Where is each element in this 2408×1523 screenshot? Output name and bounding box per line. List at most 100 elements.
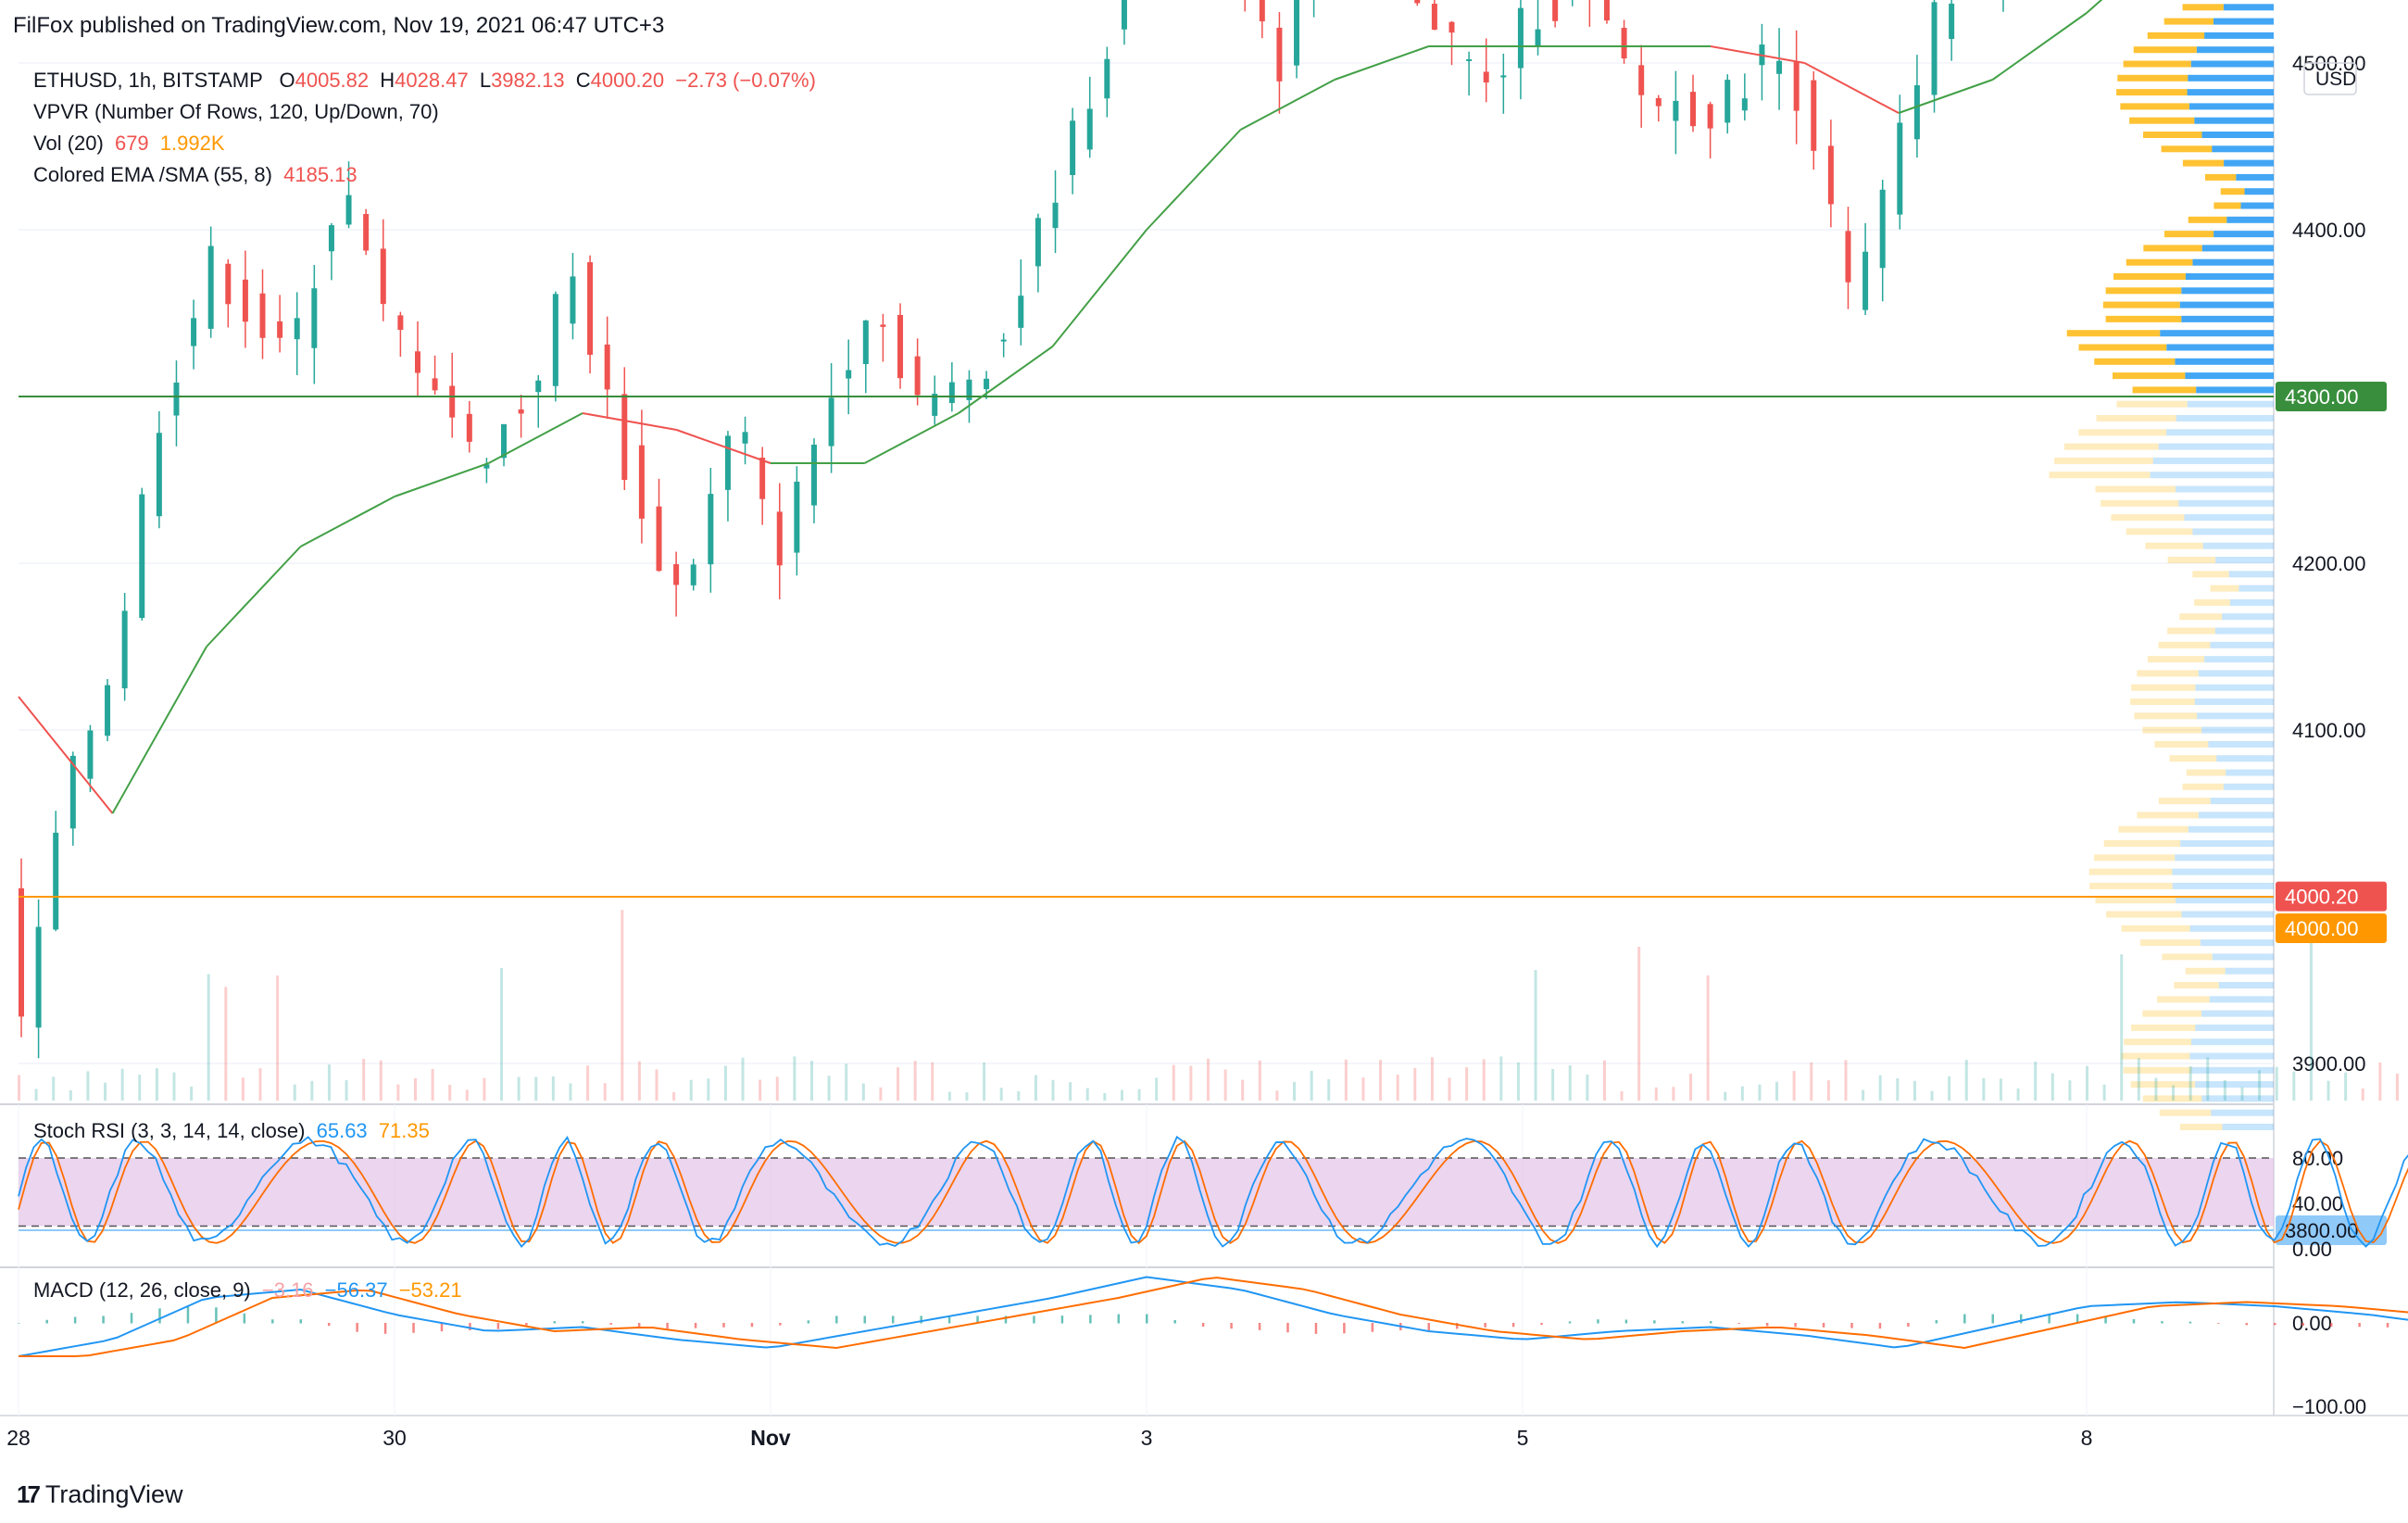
- volume-bar: [120, 1068, 124, 1101]
- candle-body: [776, 511, 783, 566]
- volume-profile-up-bar: [2176, 415, 2274, 422]
- ema-label: Colored EMA /SMA (55, 8): [33, 163, 272, 186]
- volume-bar: [1999, 1078, 2002, 1101]
- candle-body: [1517, 7, 1524, 69]
- volume-bar: [345, 1079, 348, 1101]
- stoch-k-value: 65.63: [316, 1119, 368, 1142]
- volume-bar: [207, 974, 210, 1101]
- volume-bar: [465, 1089, 469, 1101]
- volume-profile-down-bar: [2093, 854, 2176, 862]
- volume-profile-down-bar: [2147, 656, 2205, 663]
- macd-legend[interactable]: MACD (12, 26, close, 9) −3.16 −56.37 −53…: [33, 1278, 462, 1303]
- volume-bar: [1724, 1091, 1727, 1101]
- macd-line-value: −56.37: [324, 1278, 388, 1302]
- volume-bar: [1844, 1060, 1848, 1101]
- volume-profile-up-bar: [2214, 627, 2274, 635]
- volume-bar: [224, 987, 228, 1101]
- volume-profile-down-bar: [2161, 145, 2213, 153]
- volume-bar: [845, 1064, 848, 1101]
- candle-body: [1500, 75, 1507, 78]
- volume-profile-up-bar: [2195, 1081, 2274, 1089]
- volume-bar: [1223, 1069, 1227, 1101]
- macd-histogram-bar: [609, 1323, 612, 1325]
- volume-profile-down-bar: [2162, 953, 2213, 961]
- ema-segment: [1240, 79, 1336, 131]
- volume-bar: [1275, 1090, 1279, 1101]
- vpvr-legend[interactable]: VPVR (Number Of Rows, 120, Up/Down, 70): [33, 100, 439, 123]
- volume-bar: [2309, 941, 2313, 1101]
- candle-body: [862, 320, 869, 365]
- candle-body: [1811, 80, 1817, 151]
- volume-bar: [672, 1092, 676, 1101]
- candle-body: [156, 433, 162, 517]
- volume-profile-down-bar: [2210, 585, 2239, 592]
- volume-bar: [413, 1077, 417, 1101]
- macd-histogram-bar: [2358, 1323, 2361, 1328]
- candle-body: [1621, 28, 1627, 59]
- date-tick-label: 5: [1517, 1426, 1529, 1450]
- ema-segment: [1804, 62, 1900, 114]
- volume-profile-up-bar: [2212, 145, 2274, 153]
- macd-histogram-bar: [327, 1323, 331, 1327]
- macd-histogram-bar: [779, 1323, 782, 1326]
- volume-profile-up-bar: [2244, 188, 2274, 195]
- volume-profile-down-bar: [2204, 173, 2237, 181]
- price-label-box: [2276, 1215, 2387, 1245]
- candle-body: [759, 458, 766, 499]
- close-value: 4000.20: [590, 69, 665, 92]
- macd-histogram-bar: [1568, 1321, 1572, 1324]
- symbol-label[interactable]: ETHUSD, 1h, BITSTAMP: [33, 69, 263, 92]
- macd-histogram-bar: [469, 1323, 471, 1331]
- ema-segment: [1898, 79, 1993, 114]
- volume-profile-down-bar: [2220, 188, 2245, 195]
- stoch-k-line: [18, 1135, 2408, 1249]
- price-tick-label: 4200.00: [2292, 552, 2366, 575]
- macd-histogram-bar: [2386, 1323, 2389, 1328]
- volume-bar: [1654, 1087, 1658, 1101]
- volume-profile-up-bar: [2210, 641, 2274, 648]
- candle-body: [587, 262, 594, 355]
- volume-profile-down-bar: [2126, 528, 2193, 535]
- ema-legend[interactable]: Colored EMA /SMA (55, 8) 4185.13: [33, 163, 357, 187]
- volume-legend[interactable]: Vol (20) 679 1.992K: [33, 132, 225, 156]
- volume-profile-down-bar: [2163, 18, 2214, 25]
- macd-hist-value: −3.16: [261, 1278, 314, 1302]
- volume-bar: [1758, 1084, 1762, 1101]
- candle-body: [466, 413, 472, 442]
- volume-profile-down-bar: [2063, 443, 2159, 450]
- candle-body: [810, 444, 817, 506]
- tradingview-logo[interactable]: 17 TradingView: [17, 1480, 183, 1509]
- macd-tick-label: −100.00: [2292, 1395, 2366, 1418]
- volume-profile-up-bar: [2181, 911, 2274, 918]
- volume-bar: [1689, 1073, 1693, 1101]
- ema-segment: [1991, 12, 2088, 81]
- candle-body: [1431, 4, 1437, 31]
- volume-bar: [172, 1072, 176, 1101]
- macd-histogram-bar: [525, 1323, 528, 1326]
- macd-histogram-bar: [947, 1315, 951, 1324]
- volume-profile-up-bar: [2189, 103, 2274, 110]
- volume-profile-up-bar: [2223, 4, 2274, 11]
- candle-body: [535, 380, 542, 393]
- stoch-tick-label: 0.00: [2292, 1238, 2332, 1261]
- volume-profile-down-bar: [2095, 485, 2176, 493]
- volume-bar: [1396, 1075, 1399, 1101]
- candle-body: [1862, 251, 1869, 310]
- candle-body: [1879, 189, 1886, 269]
- volume-bar: [155, 1068, 158, 1101]
- volume-bar: [1361, 1077, 1365, 1101]
- volume-bar: [861, 1083, 865, 1101]
- volume-bar: [241, 1077, 245, 1101]
- volume-profile-down-bar: [2132, 386, 2197, 394]
- volume-bar: [190, 1086, 194, 1101]
- volume-profile-down-bar: [2142, 1010, 2202, 1017]
- stoch-legend[interactable]: Stoch RSI (3, 3, 14, 14, close) 65.63 71…: [33, 1119, 430, 1143]
- volume-profile-down-bar: [2089, 882, 2173, 889]
- volume-bar: [1826, 1080, 1830, 1101]
- volume-bar: [1482, 1059, 1486, 1101]
- volume-bar: [1964, 1059, 1968, 1101]
- volume-profile-down-bar: [2101, 499, 2179, 507]
- ema-segment: [206, 546, 302, 648]
- candle-body: [1913, 85, 1920, 140]
